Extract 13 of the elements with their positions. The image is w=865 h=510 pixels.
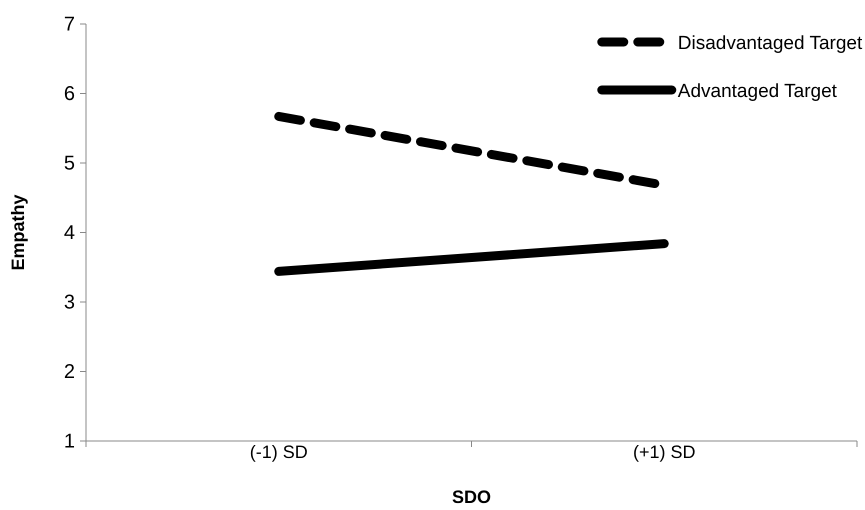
x-axis-title: SDO bbox=[452, 487, 492, 507]
x-tick-label: (-1) SD bbox=[250, 442, 308, 462]
y-tick-label: 4 bbox=[64, 222, 75, 244]
y-axis-title: Empathy bbox=[8, 194, 28, 271]
legend-label: Disadvantaged Target bbox=[678, 33, 863, 54]
y-tick-label: 1 bbox=[64, 430, 75, 452]
y-tick-label: 5 bbox=[64, 152, 75, 174]
x-tick-label: (+1) SD bbox=[632, 442, 696, 462]
y-tick-label: 3 bbox=[64, 291, 75, 314]
y-tick-label: 6 bbox=[64, 82, 75, 105]
legend-label: Advantaged Target bbox=[678, 81, 838, 102]
y-tick-label: 7 bbox=[64, 13, 75, 36]
y-tick-label: 2 bbox=[64, 360, 75, 383]
